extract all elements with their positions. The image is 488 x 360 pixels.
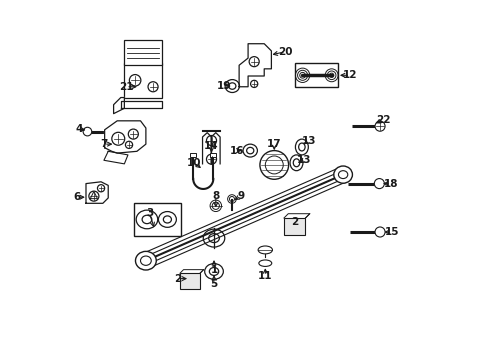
Bar [210,153,216,157]
Text: 6: 6 [73,192,80,202]
Text: 2: 2 [174,274,182,284]
Circle shape [374,227,384,237]
Text: 10: 10 [187,158,201,168]
Text: 14: 14 [204,141,218,151]
Text: 11: 11 [258,271,272,281]
Text: 16: 16 [229,145,244,156]
Text: 17: 17 [266,139,281,149]
Bar [190,153,196,157]
Circle shape [373,179,384,189]
Bar [294,63,337,87]
Circle shape [374,121,384,131]
Text: 3: 3 [145,208,153,218]
Polygon shape [104,151,128,164]
Ellipse shape [158,212,176,227]
Ellipse shape [135,251,156,270]
Polygon shape [121,101,162,108]
Text: 19: 19 [216,81,230,91]
Polygon shape [86,182,108,203]
Bar [180,273,200,289]
Text: 9: 9 [237,191,244,201]
Bar [284,218,305,235]
Text: 5: 5 [210,279,217,289]
Text: 8: 8 [212,191,219,201]
Text: 2: 2 [290,217,298,227]
Ellipse shape [333,166,352,183]
Bar [124,40,162,65]
Bar [124,63,162,98]
Bar [134,203,181,235]
Text: 22: 22 [376,115,390,125]
Circle shape [260,150,288,179]
Polygon shape [113,98,124,114]
Text: 4: 4 [75,124,82,134]
Ellipse shape [258,260,271,266]
Polygon shape [239,44,271,87]
Text: 1: 1 [210,265,217,275]
Text: 13: 13 [296,155,310,165]
Ellipse shape [136,210,158,229]
Text: 7: 7 [100,139,107,149]
Text: 13: 13 [301,136,316,145]
Text: 20: 20 [278,46,292,57]
Text: 12: 12 [343,70,357,80]
Text: 18: 18 [383,179,397,189]
Text: 15: 15 [384,227,399,237]
Ellipse shape [258,246,272,254]
Text: 21: 21 [119,82,133,92]
Polygon shape [104,121,145,153]
Circle shape [83,127,92,136]
